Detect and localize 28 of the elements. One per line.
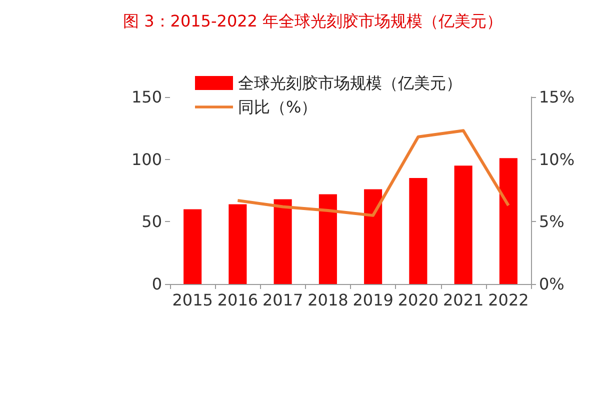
bar bbox=[364, 189, 382, 284]
legend-label: 全球光刻胶市场规模（亿美元） bbox=[238, 74, 462, 92]
bar bbox=[228, 204, 247, 284]
x-tick-label: 2020 bbox=[398, 290, 439, 310]
line-series bbox=[236, 129, 510, 217]
y-tick-label: 150 bbox=[131, 88, 162, 106]
x-tick-label: 2016 bbox=[217, 290, 258, 310]
x-tick-label: 2022 bbox=[488, 290, 529, 310]
y2-tick-label: 5% bbox=[539, 212, 564, 232]
x-tick-label: 2021 bbox=[442, 290, 484, 310]
y-tick-label: 0 bbox=[152, 274, 162, 294]
bar bbox=[454, 166, 472, 284]
bar bbox=[409, 178, 428, 284]
y-tick-label: 50 bbox=[142, 212, 162, 232]
x-tick-label: 2015 bbox=[172, 290, 213, 310]
y2-tick-label: 15% bbox=[539, 88, 575, 106]
y2-tick-label: 0% bbox=[539, 274, 564, 294]
bar bbox=[184, 209, 202, 284]
bar bbox=[274, 199, 292, 284]
x-tick-label: 2017 bbox=[262, 290, 304, 310]
y2-tick-label: 10% bbox=[539, 150, 575, 169]
legend-label: 同比（%） bbox=[238, 98, 318, 116]
x-tick-label: 2019 bbox=[352, 290, 394, 310]
bar bbox=[499, 158, 518, 284]
bar bbox=[318, 194, 337, 284]
chart-title: 图 3：2015-2022 年全球光刻胶市场规模（亿美元） bbox=[123, 12, 503, 30]
y-tick-label: 100 bbox=[131, 150, 162, 169]
x-tick-label: 2018 bbox=[308, 290, 348, 310]
